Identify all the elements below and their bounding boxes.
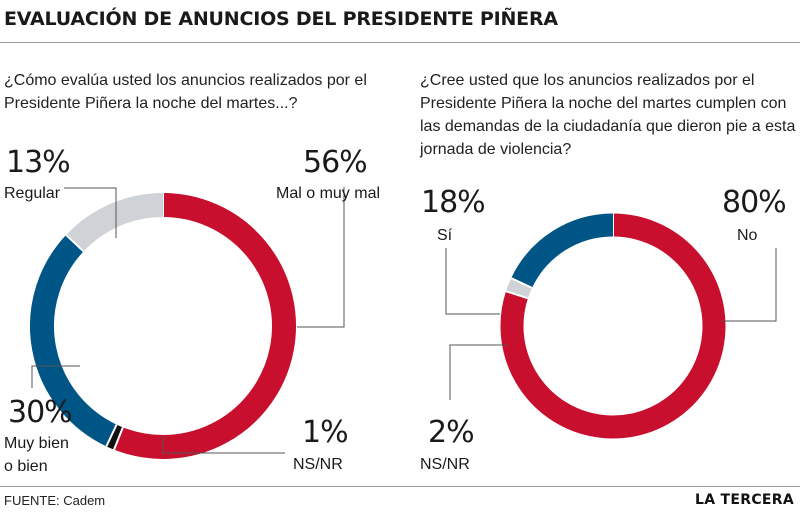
bottom-divider [0, 486, 800, 487]
donut2-slice-no [500, 213, 726, 439]
label-si: Sí [437, 227, 453, 244]
pct-no: 80% [722, 185, 786, 220]
donut1-slice-muy-bien-o-bien [30, 234, 117, 447]
label-mal: Mal o muy mal [276, 185, 380, 202]
label-regular: Regular [4, 185, 61, 202]
donut1-slice-separator [65, 234, 85, 253]
pct-si: 18% [421, 185, 485, 220]
question-2: ¿Cree usted que los anuncios realizados … [420, 72, 796, 158]
leader-line-muy-bien [31, 365, 80, 388]
label-nsnr-2: NS/NR [420, 456, 470, 473]
source-credit: FUENTE: Cadem [4, 493, 106, 508]
pct-nsnr-2: 2% [428, 415, 474, 450]
page-title: EVALUACIÓN DE ANUNCIOS DEL PRESIDENTE PI… [4, 8, 558, 30]
pct-mal: 56% [303, 145, 367, 180]
donut2-slice-sí [511, 213, 614, 289]
label-muy-bien-1: Muy bien [4, 435, 69, 452]
pct-nsnr-1: 1% [302, 415, 348, 450]
brand-logo: LA TERCERA [695, 492, 794, 508]
label-nsnr-1: NS/NR [293, 456, 343, 473]
label-muy-bien-2: o bien [4, 458, 48, 475]
donut1-slice-separator [113, 426, 124, 451]
top-divider [0, 42, 800, 43]
donut-chart-2 [500, 213, 726, 439]
donut1-slice-separator [105, 424, 118, 447]
question-1: ¿Cómo evalúa usted los anuncios realizad… [4, 72, 367, 112]
donut1-slice-mal-o-muy-mal [114, 193, 296, 459]
leader-line-si [445, 248, 500, 315]
pct-muy-bien: 30% [8, 395, 72, 430]
donut2-slice-separator [510, 277, 533, 289]
leader-line-regular [64, 187, 117, 238]
pct-regular: 13% [6, 145, 70, 180]
donut2-slice-separator [505, 290, 529, 300]
donut1-slice-ns-nr [106, 424, 123, 450]
leader-line-mal [297, 187, 345, 328]
donut-chart-1 [30, 193, 296, 459]
leader-line-nsnr-2 [449, 344, 507, 400]
label-no: No [737, 227, 758, 244]
leader-line-nsnr-1 [162, 436, 285, 454]
donut1-slice-regular [66, 193, 164, 252]
leader-line-no [722, 248, 777, 322]
donut2-slice-ns-nr [506, 278, 533, 299]
